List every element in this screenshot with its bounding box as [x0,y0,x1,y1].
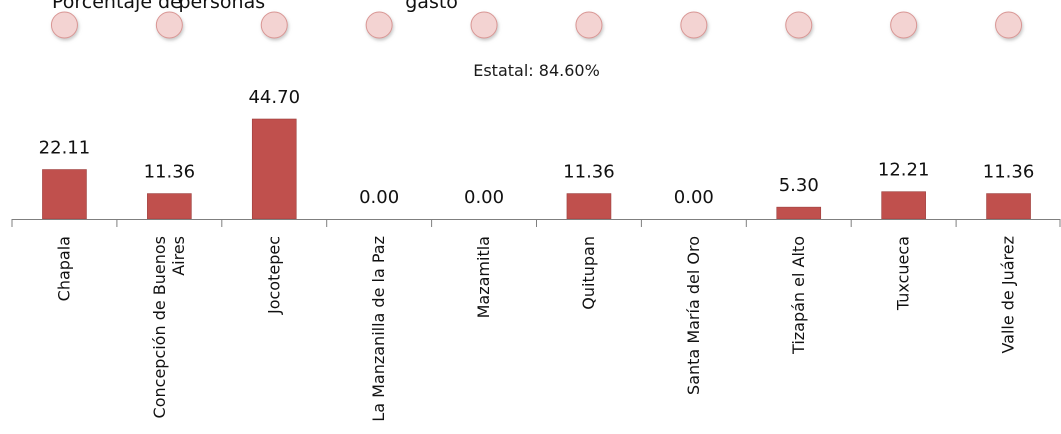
bar-value-label: 12.21 [878,160,930,181]
category-label: Chapala [54,236,73,301]
header-title-fragment: personas [178,0,265,13]
bar-value-label: 0.00 [674,187,714,208]
bar-value-label: 0.00 [464,187,504,208]
reference-marker [365,11,393,39]
header-title-fragment: gasto [405,0,458,13]
bar [251,118,297,220]
category-label: Valle de Juárez [999,236,1018,354]
reference-marker [575,11,603,39]
category-labels: Chapala Concepción de Buenos Aires Jocotepe… [54,236,1017,422]
reference-marker [155,11,183,39]
bar-value-label: 5.30 [779,175,819,196]
bar [566,193,612,220]
reference-marker [890,11,918,39]
bar [42,169,87,220]
reference-marker [785,11,813,39]
category-label: La Manzanilla de la Paz [369,236,388,422]
header-title-fragment: Porcentaje de [52,0,182,13]
reference-marker [680,11,708,39]
bar-value-label: 0.00 [359,187,399,208]
bar [986,193,1031,220]
bars-group: 22.11 11.36 44.70 0.00 0.00 11.36 0.00 5.30 12.2… [39,87,1035,220]
x-axis [11,219,1061,227]
bar-value-label: 11.36 [983,162,1035,183]
bar [147,193,192,220]
category-label: Quitupan [579,236,598,310]
category-label: Aires [169,236,188,276]
category-label: Concepción de Buenos [150,236,169,418]
reference-marker [995,11,1023,39]
bar-value-label: 22.11 [39,138,91,159]
category-label: Santa María del Oro [684,236,703,395]
category-label: Jocotepec [264,236,283,315]
bar-value-label: 11.36 [563,162,615,183]
bar-value-label: 11.36 [144,162,196,183]
bar [881,191,926,220]
category-label: Mazamitla [474,236,493,318]
bar [776,206,822,220]
category-label: Tizapán el Alto [789,236,808,355]
reference-marker [260,11,288,39]
category-label: Tuxcueca [894,236,913,311]
state-average-label: Estatal: 84.60% [473,61,600,80]
reference-marker [470,11,498,39]
bar-value-label: 44.70 [248,87,300,108]
reference-marker [50,11,78,39]
